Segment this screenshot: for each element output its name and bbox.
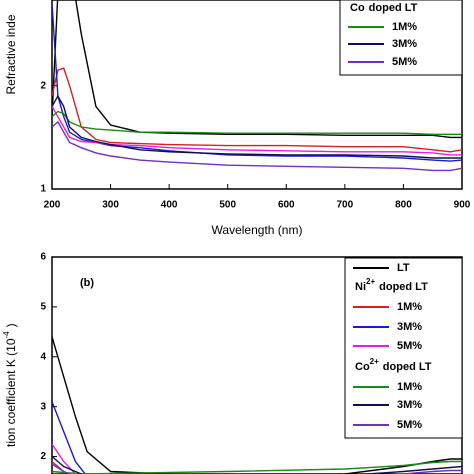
- series-group: [52, 336, 462, 474]
- superscript: -4: [2, 331, 11, 339]
- data-line: [52, 460, 462, 474]
- legend-label: 1M%: [397, 381, 422, 393]
- text-part: doped LT: [383, 361, 432, 373]
- x-tick-label: 800: [395, 200, 412, 211]
- legend-label: 3M%: [397, 399, 422, 411]
- x-tick-label: 600: [278, 200, 295, 211]
- legend-label: 3M%: [397, 321, 422, 333]
- legend-box: [339, 0, 463, 76]
- data-line: [52, 120, 462, 172]
- legend-box: [344, 257, 463, 439]
- y-axis-label: Refractive inde: [4, 14, 18, 94]
- data-line: [52, 94, 462, 159]
- text-part: tion coefficient K (10: [4, 338, 18, 447]
- data-line: [52, 110, 462, 135]
- x-tick-label: 500: [219, 200, 236, 211]
- y-tick-label: 2: [40, 80, 46, 91]
- text-part: Co: [355, 361, 370, 373]
- legend-label: 5M%: [392, 56, 417, 68]
- legend-heading: Co2+ doped LT: [355, 357, 432, 373]
- legend-label: 5M%: [397, 340, 422, 352]
- legend-label: LT: [397, 262, 410, 274]
- x-tick-label: 700: [337, 200, 354, 211]
- y-tick-label: 1: [40, 184, 46, 195]
- y-tick-label: 6: [40, 252, 46, 263]
- legend-label: 5M%: [397, 419, 422, 431]
- data-line: [52, 455, 462, 474]
- superscript: 2+: [370, 357, 379, 366]
- data-line: [52, 106, 462, 156]
- x-tick-label: 900: [454, 200, 471, 211]
- legend-heading: Co doped LT: [350, 2, 418, 14]
- text-part: doped LT: [379, 281, 428, 293]
- x-tick-label: 300: [102, 200, 119, 211]
- x-axis-label: Wavelength (nm): [212, 223, 303, 237]
- y-tick-label: 2: [40, 451, 46, 462]
- data-line: [52, 463, 462, 474]
- superscript: 2+: [366, 277, 375, 286]
- text-part: ): [4, 323, 18, 327]
- legend-label: 1M%: [397, 301, 422, 313]
- data-line: [52, 3, 462, 162]
- text-part: Co: [350, 2, 365, 14]
- panel-label: (b): [80, 277, 94, 289]
- legend-heading: Ni2+ doped LT: [355, 277, 428, 293]
- legend-label: 1M%: [392, 21, 417, 33]
- data-line: [52, 336, 462, 474]
- x-tick-label: 200: [44, 200, 61, 211]
- legend-label: 3M%: [392, 38, 417, 50]
- series-group: [52, 0, 462, 172]
- x-tick-label: 400: [161, 200, 178, 211]
- data-line: [52, 443, 77, 474]
- y-tick-label: 3: [40, 401, 46, 412]
- text-part: doped LT: [369, 2, 418, 14]
- y-tick-label: 4: [40, 351, 46, 362]
- data-line: [52, 401, 87, 474]
- y-tick-label: 5: [40, 302, 46, 313]
- text-part: Ni: [355, 281, 366, 293]
- data-line: [52, 67, 462, 153]
- y-axis-label: tion coefficient K (10-4): [2, 323, 18, 447]
